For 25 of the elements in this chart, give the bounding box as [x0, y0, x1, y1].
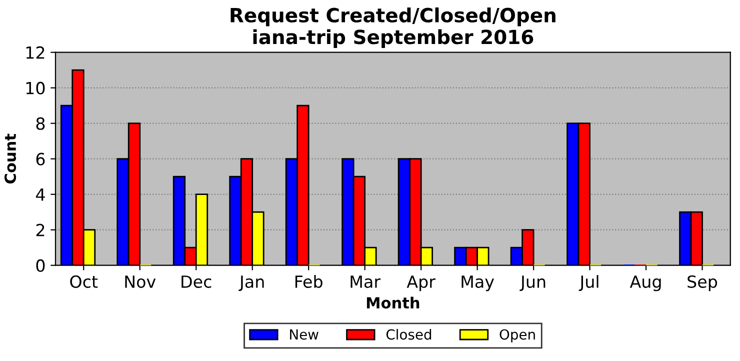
y-tick-label: 12: [26, 46, 44, 59]
y-tick-label: 10: [26, 82, 45, 94]
x-tick-label: Oct: [70, 275, 98, 288]
legend-label: New: [290, 329, 318, 340]
x-tick-label: Jun: [520, 276, 546, 292]
x-tick-label: Dec: [182, 276, 212, 288]
legend-label: Open: [500, 329, 535, 342]
legend-label: Closed: [386, 328, 432, 340]
y-tick-label: 2: [36, 224, 44, 236]
y-tick-label: 0: [36, 259, 45, 272]
chart-title: Request Created/Closed/Open iana-trip September 2016: [230, 7, 556, 48]
x-tick-label: May: [462, 276, 494, 292]
y-tick-label: 6: [36, 152, 45, 166]
x-tick-label: Mar: [350, 276, 381, 288]
y-tick-label: 4: [36, 188, 45, 201]
x-axis-title: Month: [366, 296, 420, 309]
y-axis-title: Count: [4, 134, 16, 184]
x-tick-label: Sep: [688, 275, 718, 292]
y-tick-label: 8: [36, 117, 45, 130]
x-tick-label: Apr: [406, 276, 436, 292]
x-tick-label: Nov: [125, 276, 156, 288]
x-tick-label: Jan: [238, 276, 264, 292]
x-tick-label: Jul: [578, 275, 598, 292]
x-tick-label: Aug: [630, 276, 661, 292]
x-tick-label: Feb: [295, 275, 322, 288]
